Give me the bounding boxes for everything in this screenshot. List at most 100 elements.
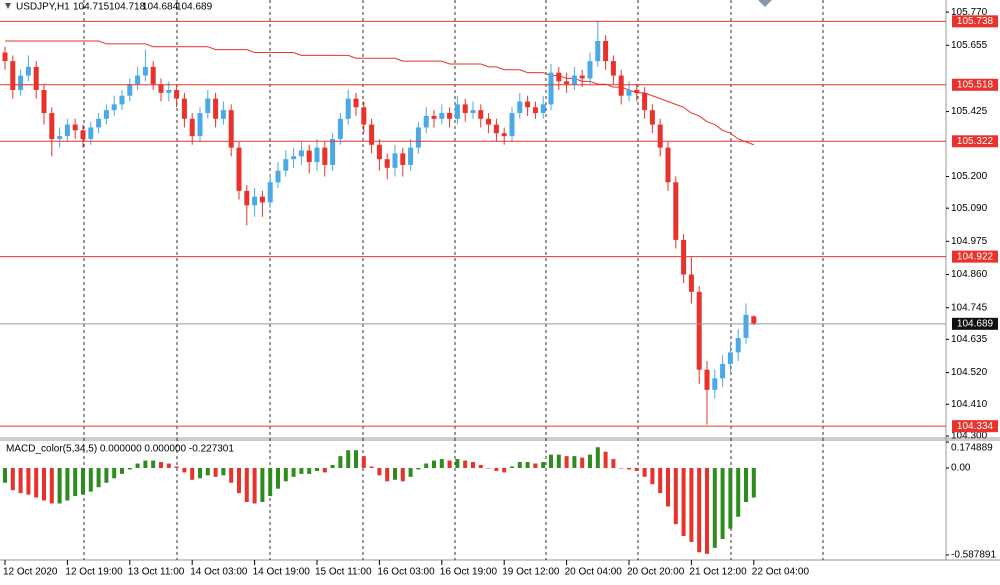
y-tick-label: 104.745 (951, 302, 988, 313)
candle-body (704, 369, 710, 390)
histogram-bar (34, 467, 39, 498)
histogram-bar (143, 460, 148, 468)
candle-body (244, 190, 250, 206)
candle-body (369, 124, 375, 145)
level-label-box (952, 15, 998, 28)
histogram-bar (10, 467, 15, 491)
histogram-bar (720, 467, 725, 539)
chart-title: USDJPY,H1 (16, 2, 70, 13)
candle-body (142, 66, 148, 76)
histogram-bar (291, 467, 296, 477)
histogram-bar (159, 462, 163, 468)
y-tick-label: 105.425 (951, 106, 988, 117)
histogram-bar (112, 467, 117, 479)
histogram-bar (361, 456, 366, 468)
x-tick-label: 14 Oct 19:00 (253, 567, 311, 578)
histogram-bar (502, 467, 507, 473)
x-tick-label: 16 Oct 19:00 (440, 567, 498, 578)
candle-body (673, 182, 679, 240)
x-tick-label: 22 Oct 04:00 (752, 567, 810, 578)
candle-body (158, 84, 164, 93)
histogram-bar (299, 467, 304, 474)
ohlc-high: 104.718 (109, 2, 146, 13)
candle-body (88, 127, 94, 139)
candle-body (174, 89, 180, 99)
histogram-bar (642, 467, 647, 477)
histogram-bar (494, 467, 499, 471)
level-label: 104.334 (957, 421, 994, 432)
histogram-bar (18, 467, 23, 494)
histogram-bar (322, 467, 327, 473)
histogram-bar (276, 467, 280, 489)
histogram-bar (510, 466, 514, 468)
candle-body (462, 104, 468, 114)
histogram-bar (478, 465, 483, 468)
candle-body (236, 147, 242, 191)
candle-body (688, 274, 694, 292)
candle-body (197, 113, 203, 137)
candle-body (275, 170, 281, 183)
histogram-bar (455, 459, 460, 468)
candle-body (408, 147, 414, 165)
candle-body (283, 159, 289, 171)
histogram-bar (307, 467, 312, 474)
candle-body (298, 150, 304, 157)
x-tick-label: 19 Oct 12:00 (502, 567, 560, 578)
candle-body (548, 72, 554, 105)
histogram-bar (712, 467, 717, 548)
histogram-bar (127, 467, 132, 470)
histogram-bar (283, 467, 288, 482)
histogram-bar (447, 460, 452, 468)
x-tick-label: 20 Oct 20:00 (627, 567, 685, 578)
candle-body (322, 147, 328, 165)
candle-body (540, 104, 546, 114)
histogram-bar (104, 467, 109, 483)
histogram-bar (57, 467, 62, 504)
histogram-bar (705, 467, 709, 554)
candle-body (49, 113, 55, 139)
candle-body (314, 147, 320, 163)
histogram-bar (268, 467, 273, 497)
x-tick-label: 16 Oct 03:00 (377, 567, 435, 578)
histogram-bar (658, 467, 663, 494)
y-tick-label: 0.174889 (951, 443, 993, 454)
candle-body (743, 314, 749, 338)
candle-body (135, 75, 141, 85)
candle-body (220, 110, 226, 119)
x-tick-label: 12 Oct 2020 (3, 567, 58, 578)
histogram-bar (174, 466, 179, 468)
candle-body (119, 95, 125, 105)
candle-body (556, 72, 562, 82)
x-tick-label: 15 Oct 11:00 (315, 567, 372, 578)
level-label: 105.738 (957, 16, 994, 27)
candle-body (353, 98, 359, 108)
candle-body (423, 115, 429, 128)
level-label-box (952, 78, 998, 91)
histogram-bar (439, 459, 444, 468)
candle-body (517, 101, 523, 114)
candle-body (306, 150, 312, 163)
candle-body (150, 66, 156, 85)
histogram-bar (198, 467, 202, 479)
histogram-bar (619, 467, 624, 469)
candle-body (213, 98, 219, 119)
histogram-bar (96, 467, 101, 488)
y-tick-label: 104.860 (951, 269, 988, 280)
histogram-bar (346, 450, 351, 468)
histogram-bar (244, 467, 249, 502)
histogram-bar (354, 450, 358, 468)
candle-body (626, 89, 632, 96)
histogram-bar (42, 467, 46, 501)
histogram-bar (221, 467, 226, 476)
candle-body (696, 291, 702, 370)
y-tick-label: -0.587891 (951, 550, 996, 561)
histogram-bar (634, 467, 639, 471)
histogram-bar (49, 467, 54, 504)
candle-body (657, 124, 663, 148)
candle-body (439, 113, 445, 119)
candle-body (712, 378, 718, 390)
candle-body (384, 159, 390, 168)
histogram-bar (580, 457, 585, 468)
candle-body (571, 75, 577, 85)
